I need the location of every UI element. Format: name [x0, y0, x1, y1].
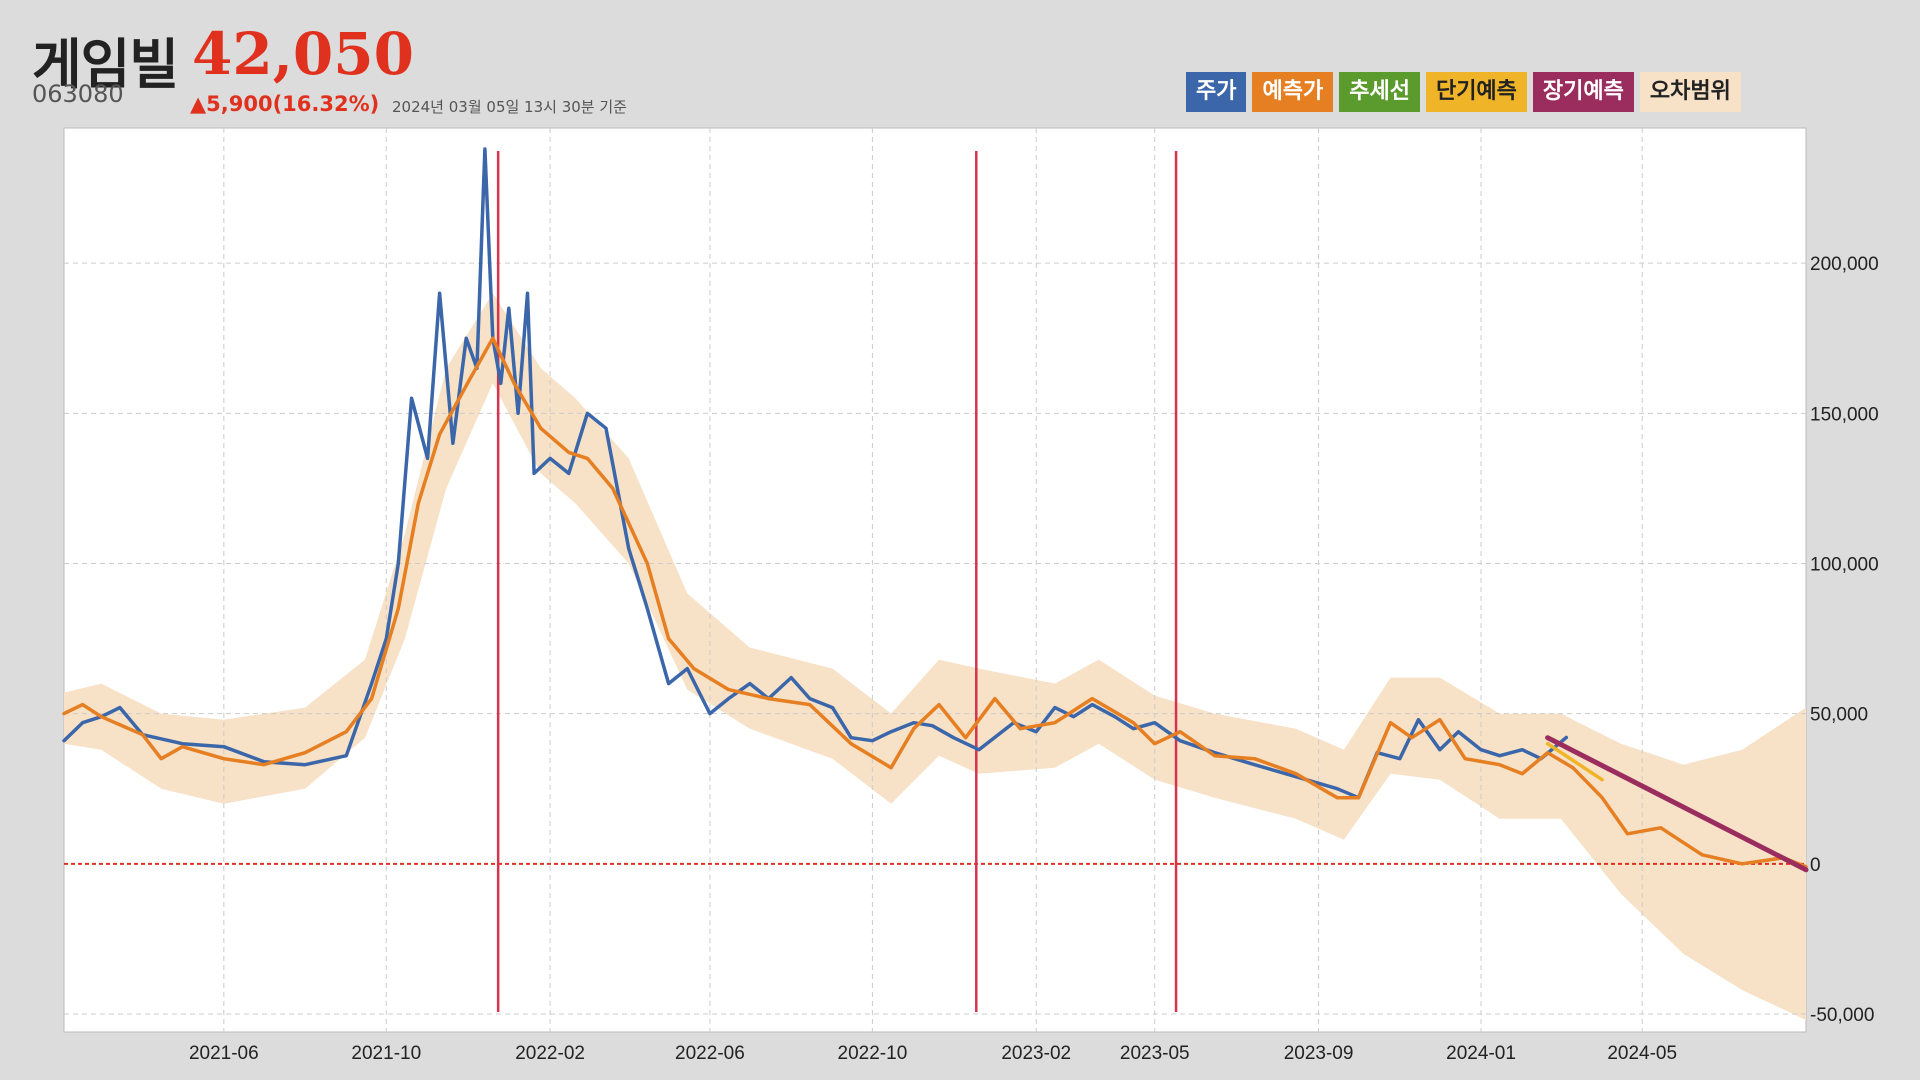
y-tick-label: 150,000: [1810, 404, 1879, 425]
series-line: [1545, 741, 1604, 782]
y-tick-label: 100,000: [1810, 554, 1879, 575]
x-axis: 2021-06 2021-10 2022-02 2022-06 2022-10 2023-…: [189, 1043, 1677, 1064]
plot-area: [63, 127, 1807, 1033]
y-tick-label: 50,000: [1810, 705, 1868, 726]
series-line: [62, 336, 1808, 869]
legend-long-term[interactable]: 장기예측: [1532, 72, 1634, 112]
x-tick-label: 2022-10: [838, 1043, 908, 1064]
signal-lines: [496, 151, 1178, 1012]
x-tick-label: 2021-10: [351, 1043, 421, 1064]
current-price: 42,050: [192, 20, 414, 88]
timestamp: 2024년 03월 05일 13시 30분 기준: [392, 98, 627, 116]
grid-layer: [64, 128, 1806, 1032]
x-tick-label: 2021-06: [189, 1043, 259, 1064]
y-axis: 200,000 150,000 100,000 50,000 0 -50,000: [1810, 254, 1879, 1026]
legend-trend[interactable]: 추세선: [1339, 72, 1420, 112]
stock-code: 063080: [32, 80, 124, 108]
legend-error-range[interactable]: 오차범위: [1639, 72, 1741, 112]
x-tick-label: 2023-05: [1120, 1043, 1190, 1064]
y-tick-label: -50,000: [1810, 1005, 1874, 1026]
y-tick-label: 0: [1810, 855, 1821, 876]
price-change: ▲5,900(16.32%): [190, 92, 380, 116]
x-tick-label: 2024-05: [1607, 1043, 1677, 1064]
stock-name: 게임빌: [32, 33, 179, 96]
x-tick-label: 2024-01: [1446, 1043, 1516, 1064]
series-line: [1545, 735, 1809, 873]
legend-short-term[interactable]: 단기예측: [1425, 72, 1527, 112]
legend: 주가 예측가 추세선 단기예측 장기예측 오차범위: [1186, 72, 1741, 112]
x-tick-label: 2023-02: [1001, 1043, 1071, 1064]
x-tick-label: 2023-09: [1284, 1043, 1354, 1064]
x-tick-label: 2022-02: [515, 1043, 585, 1064]
series-lines: [62, 147, 1809, 873]
legend-forecast[interactable]: 예측가: [1252, 72, 1334, 112]
legend-price[interactable]: 주가: [1186, 72, 1247, 112]
y-tick-label: 200,000: [1810, 254, 1879, 275]
x-tick-label: 2022-06: [675, 1043, 745, 1064]
